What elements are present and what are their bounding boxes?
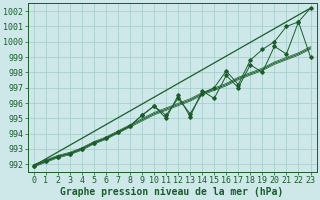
X-axis label: Graphe pression niveau de la mer (hPa): Graphe pression niveau de la mer (hPa) [60,186,284,197]
